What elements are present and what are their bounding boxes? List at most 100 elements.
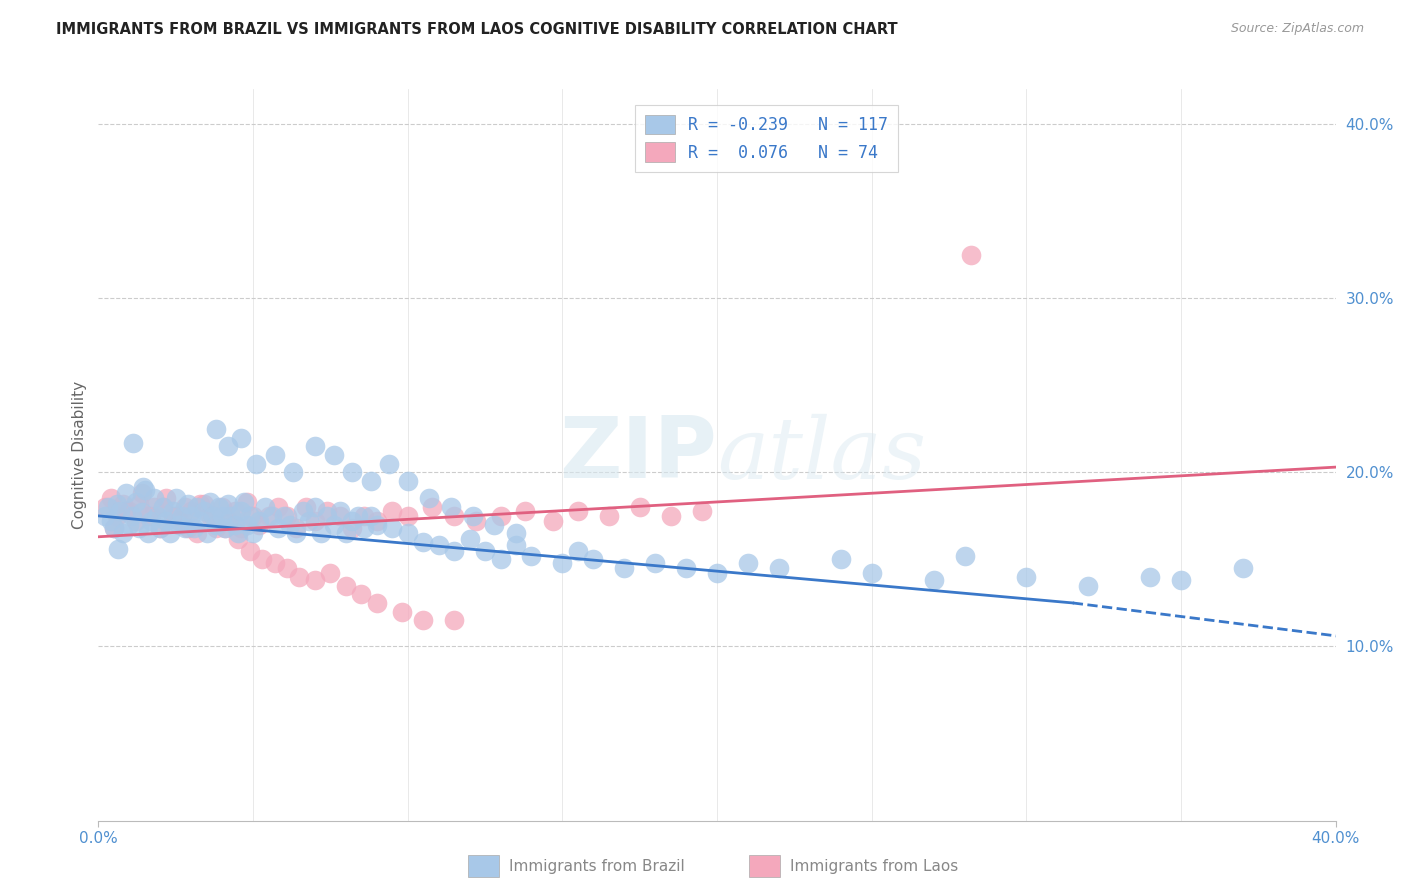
- Point: [198, 495, 221, 509]
- Point: [162, 503, 184, 517]
- Point: [167, 517, 190, 532]
- Point: [205, 521, 228, 535]
- Point: [115, 486, 138, 500]
- Point: [236, 517, 259, 532]
- Legend: R = -0.239   N = 117, R =  0.076   N = 74: R = -0.239 N = 117, R = 0.076 N = 74: [636, 105, 898, 171]
- Point: [278, 517, 301, 532]
- Point: [644, 556, 666, 570]
- Text: atlas: atlas: [717, 414, 927, 496]
- Point: [322, 517, 344, 532]
- Point: [245, 457, 267, 471]
- Point: [427, 539, 450, 553]
- Point: [242, 526, 264, 541]
- Point: [229, 430, 252, 444]
- Point: [1015, 570, 1038, 584]
- Point: [335, 578, 357, 592]
- Point: [149, 521, 172, 535]
- Point: [294, 500, 316, 515]
- Point: [1077, 578, 1099, 592]
- FancyBboxPatch shape: [468, 855, 499, 877]
- Point: [953, 549, 976, 563]
- Point: [232, 495, 254, 509]
- Point: [443, 508, 465, 523]
- Point: [706, 566, 728, 581]
- Point: [152, 500, 174, 515]
- Point: [93, 500, 115, 515]
- Point: [136, 508, 159, 523]
- Point: [396, 526, 419, 541]
- Point: [285, 526, 308, 541]
- Point: [350, 587, 373, 601]
- Point: [335, 526, 357, 541]
- Point: [211, 500, 233, 515]
- Point: [198, 508, 221, 523]
- Point: [112, 497, 135, 511]
- Point: [582, 552, 605, 566]
- Point: [1139, 570, 1161, 584]
- Point: [1170, 574, 1192, 588]
- Point: [155, 491, 177, 506]
- Point: [505, 539, 527, 553]
- Point: [165, 508, 187, 523]
- Point: [304, 500, 326, 515]
- Point: [149, 521, 172, 535]
- Point: [505, 526, 527, 541]
- Point: [440, 500, 463, 515]
- Point: [118, 517, 141, 532]
- Point: [304, 574, 326, 588]
- Point: [396, 508, 419, 523]
- Point: [190, 497, 212, 511]
- Point: [340, 514, 363, 528]
- Point: [177, 521, 200, 535]
- Point: [224, 517, 246, 532]
- Point: [260, 508, 283, 523]
- Point: [366, 596, 388, 610]
- Point: [229, 521, 252, 535]
- Point: [922, 574, 945, 588]
- Point: [353, 508, 375, 523]
- Point: [541, 514, 564, 528]
- Point: [193, 503, 215, 517]
- Point: [263, 448, 285, 462]
- Point: [304, 439, 326, 453]
- Point: [276, 508, 298, 523]
- Point: [146, 508, 169, 523]
- Point: [115, 503, 138, 517]
- Point: [93, 508, 115, 523]
- Point: [128, 497, 150, 511]
- Point: [247, 514, 270, 528]
- Text: ZIP: ZIP: [560, 413, 717, 497]
- Point: [551, 556, 574, 570]
- Point: [298, 514, 321, 528]
- Point: [170, 508, 193, 523]
- Point: [690, 503, 713, 517]
- Point: [412, 613, 434, 627]
- Point: [143, 500, 166, 515]
- Point: [242, 508, 264, 523]
- Point: [484, 517, 506, 532]
- Point: [139, 514, 162, 528]
- Point: [226, 526, 249, 541]
- Point: [122, 436, 145, 450]
- Text: Immigrants from Laos: Immigrants from Laos: [790, 859, 959, 873]
- Point: [381, 521, 404, 535]
- Point: [283, 466, 305, 480]
- Point: [124, 514, 146, 528]
- Point: [567, 503, 589, 517]
- Point: [128, 521, 150, 535]
- Point: [236, 495, 259, 509]
- Point: [396, 474, 419, 488]
- Point: [391, 605, 413, 619]
- Point: [489, 508, 512, 523]
- Point: [418, 491, 440, 506]
- Point: [254, 500, 277, 515]
- Point: [201, 508, 224, 523]
- Point: [124, 495, 146, 509]
- Point: [108, 503, 131, 517]
- Point: [340, 521, 363, 535]
- Point: [112, 526, 135, 541]
- Point: [167, 514, 190, 528]
- Point: [162, 508, 184, 523]
- Point: [489, 552, 512, 566]
- Point: [252, 552, 274, 566]
